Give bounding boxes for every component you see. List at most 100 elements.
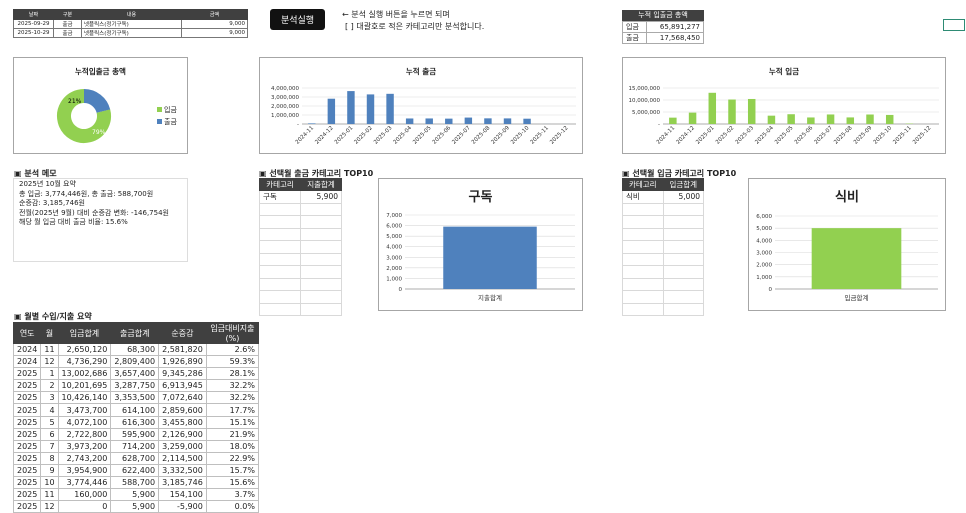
cell[interactable]: 구독 [260, 191, 301, 204]
cell[interactable]: 2025 [14, 489, 41, 501]
cell[interactable]: 2025 [14, 464, 41, 476]
cell[interactable]: 4,072,100 [58, 416, 111, 428]
cell[interactable]: 13,002,686 [58, 368, 111, 380]
table-row[interactable] [260, 266, 342, 279]
selected-cell-indicator[interactable] [943, 19, 965, 31]
table-row[interactable] [623, 203, 704, 216]
cell[interactable]: 3,954,900 [58, 464, 111, 476]
cell[interactable]: 3,353,500 [111, 392, 159, 404]
table-row[interactable]: 2025-09-29 출금 넷플릭스(정기구독) 9,000 [14, 20, 248, 29]
cell[interactable]: 3 [41, 392, 58, 404]
table-row[interactable] [260, 291, 342, 304]
table-row[interactable] [260, 203, 342, 216]
cell[interactable] [663, 278, 704, 291]
table-row[interactable] [623, 216, 704, 229]
cell[interactable] [301, 228, 342, 241]
cell[interactable]: 17.7% [206, 404, 258, 416]
cell[interactable] [663, 303, 704, 316]
cell[interactable]: 10 [41, 477, 58, 489]
cell[interactable]: 9,345,286 [159, 368, 207, 380]
cell[interactable]: 3,973,200 [58, 440, 111, 452]
cell[interactable]: 18.0% [206, 440, 258, 452]
cell[interactable] [260, 241, 301, 254]
cell[interactable]: 2,859,600 [159, 404, 207, 416]
cell[interactable] [301, 266, 342, 279]
cell[interactable]: 3,473,700 [58, 404, 111, 416]
cell[interactable] [301, 253, 342, 266]
cell[interactable] [623, 303, 664, 316]
cell[interactable]: 2,581,820 [159, 344, 207, 356]
cell[interactable] [623, 278, 664, 291]
cell[interactable] [623, 266, 664, 279]
memo-box[interactable]: 2025년 10월 요약 총 입금: 3,774,446원, 총 출금: 588… [13, 178, 188, 262]
cell[interactable]: 2024 [14, 356, 41, 368]
cell[interactable] [260, 228, 301, 241]
cell[interactable]: 7,072,640 [159, 392, 207, 404]
cell[interactable]: 3,657,400 [111, 368, 159, 380]
cell[interactable]: 15.7% [206, 464, 258, 476]
cell[interactable]: 2,743,200 [58, 452, 111, 464]
table-row[interactable] [260, 303, 342, 316]
cell[interactable] [623, 291, 664, 304]
cell[interactable]: 614,100 [111, 404, 159, 416]
cell[interactable] [663, 241, 704, 254]
donut-chart[interactable]: 누적입출금 총액 21% 79% 입금 출금 [13, 57, 188, 154]
cell[interactable]: 2,722,800 [58, 428, 111, 440]
cell[interactable]: 3,332,500 [159, 464, 207, 476]
cell[interactable]: 2025-10-29 [14, 29, 54, 38]
cell[interactable] [623, 228, 664, 241]
cell[interactable]: 628,700 [111, 452, 159, 464]
cell[interactable]: 2025 [14, 368, 41, 380]
cell[interactable]: 5,900 [301, 191, 342, 204]
cell[interactable]: 2024 [14, 344, 41, 356]
cell[interactable]: 10,201,695 [58, 380, 111, 392]
cell[interactable]: 2025 [14, 440, 41, 452]
table-row[interactable] [260, 278, 342, 291]
cell[interactable]: 15.1% [206, 416, 258, 428]
cell[interactable]: 68,300 [111, 344, 159, 356]
cell[interactable]: 넷플릭스(정기구독) [82, 29, 182, 38]
cell[interactable] [301, 303, 342, 316]
cell[interactable]: 2025 [14, 380, 41, 392]
table-row[interactable] [623, 241, 704, 254]
cell[interactable]: 3.7% [206, 489, 258, 501]
cell[interactable]: 2,809,400 [111, 356, 159, 368]
cell[interactable]: 5,900 [111, 489, 159, 501]
cell[interactable]: 3,287,750 [111, 380, 159, 392]
table-row[interactable] [623, 228, 704, 241]
cell[interactable]: 5,000 [663, 191, 704, 204]
cell[interactable]: 714,200 [111, 440, 159, 452]
table-row[interactable] [623, 266, 704, 279]
cell[interactable]: 8 [41, 452, 58, 464]
cell[interactable]: 2025 [14, 452, 41, 464]
cell[interactable]: 10,426,140 [58, 392, 111, 404]
cell[interactable]: 622,400 [111, 464, 159, 476]
table-row[interactable]: 2025-10-29 출금 넷플릭스(정기구독) 9,000 [14, 29, 248, 38]
cell[interactable]: 6 [41, 428, 58, 440]
cell[interactable]: 2,114,500 [159, 452, 207, 464]
table-row[interactable] [623, 278, 704, 291]
cell[interactable]: 1,926,890 [159, 356, 207, 368]
table-row[interactable] [260, 253, 342, 266]
cell[interactable]: 2 [41, 380, 58, 392]
cell[interactable]: 160,000 [58, 489, 111, 501]
cell[interactable]: 11 [41, 489, 58, 501]
cell[interactable]: 154,100 [159, 489, 207, 501]
cell[interactable] [260, 266, 301, 279]
cell[interactable] [663, 253, 704, 266]
cell[interactable]: 9,000 [182, 20, 248, 29]
cell[interactable]: 3,455,800 [159, 416, 207, 428]
